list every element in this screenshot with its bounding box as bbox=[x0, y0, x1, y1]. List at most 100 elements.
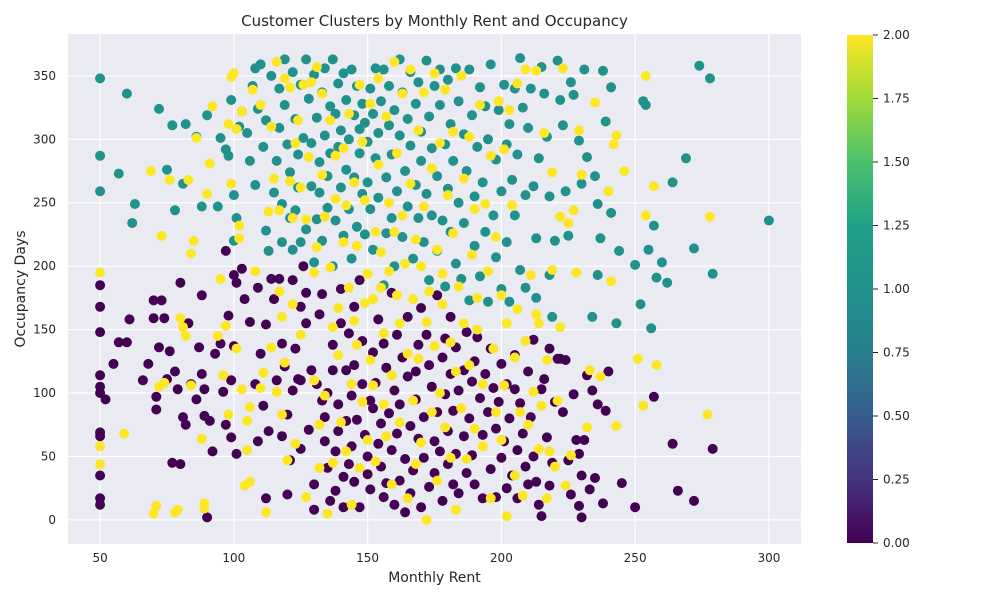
data-point bbox=[448, 405, 459, 416]
data-point bbox=[413, 213, 424, 223]
data-point bbox=[520, 282, 531, 293]
data-point bbox=[191, 133, 202, 143]
x-tick-label: 50 bbox=[92, 551, 107, 565]
data-point bbox=[440, 84, 451, 95]
data-point bbox=[413, 353, 424, 364]
data-point bbox=[95, 73, 106, 84]
data-point bbox=[705, 211, 715, 222]
data-point bbox=[475, 271, 485, 282]
data-point bbox=[303, 152, 314, 163]
data-point bbox=[418, 412, 429, 423]
data-point bbox=[215, 338, 226, 349]
data-point bbox=[330, 446, 341, 457]
data-point bbox=[448, 155, 459, 166]
data-point bbox=[327, 339, 338, 350]
data-point bbox=[338, 68, 349, 79]
data-point bbox=[598, 65, 608, 76]
data-point bbox=[381, 362, 392, 373]
data-point bbox=[384, 266, 394, 277]
data-point bbox=[204, 158, 215, 169]
data-point bbox=[507, 200, 518, 211]
data-point bbox=[293, 115, 304, 126]
data-point bbox=[354, 275, 365, 286]
data-point bbox=[501, 511, 512, 522]
data-point bbox=[370, 226, 381, 237]
data-point bbox=[461, 468, 472, 478]
data-point bbox=[448, 126, 459, 137]
data-point bbox=[306, 77, 317, 88]
data-point bbox=[274, 83, 285, 94]
data-point bbox=[424, 111, 435, 122]
data-point bbox=[261, 225, 271, 236]
data-point bbox=[266, 342, 277, 353]
data-point bbox=[394, 318, 405, 329]
data-point bbox=[397, 210, 408, 221]
data-point bbox=[611, 130, 622, 141]
data-point bbox=[429, 436, 440, 447]
data-point bbox=[477, 177, 488, 188]
data-point bbox=[218, 386, 229, 397]
data-point bbox=[319, 412, 330, 423]
data-point bbox=[523, 419, 534, 430]
data-point bbox=[421, 188, 432, 199]
data-point bbox=[346, 64, 357, 75]
data-point bbox=[255, 59, 266, 70]
data-point bbox=[458, 173, 469, 184]
data-point bbox=[196, 290, 207, 301]
data-point bbox=[148, 313, 159, 324]
data-point bbox=[525, 270, 536, 280]
data-point bbox=[472, 324, 483, 335]
data-point bbox=[277, 431, 287, 442]
data-point bbox=[188, 235, 199, 246]
data-point bbox=[504, 296, 515, 307]
data-point bbox=[421, 329, 432, 340]
colorbar-tick-label: 0.50 bbox=[883, 409, 910, 423]
data-point bbox=[228, 68, 239, 79]
data-point bbox=[255, 100, 266, 110]
x-tick-label: 250 bbox=[624, 551, 647, 565]
data-point bbox=[175, 313, 186, 324]
data-point bbox=[180, 419, 191, 430]
data-point bbox=[234, 220, 245, 231]
data-point bbox=[231, 343, 242, 354]
data-point bbox=[467, 376, 477, 387]
data-point bbox=[523, 479, 534, 490]
data-point bbox=[212, 330, 223, 341]
y-axis-ticks: 0 50 100 150 200 250 300 350 bbox=[33, 69, 56, 527]
data-point bbox=[263, 206, 274, 217]
data-point bbox=[576, 470, 587, 481]
data-point bbox=[252, 282, 263, 293]
data-point bbox=[504, 119, 515, 130]
data-point bbox=[536, 400, 547, 411]
data-point bbox=[405, 421, 416, 431]
data-point bbox=[555, 95, 566, 105]
data-point bbox=[386, 445, 397, 456]
data-point bbox=[552, 395, 563, 406]
data-point bbox=[261, 507, 271, 518]
data-point bbox=[402, 371, 413, 382]
data-point bbox=[95, 150, 106, 161]
data-point bbox=[279, 54, 290, 65]
data-point bbox=[261, 493, 271, 504]
data-point bbox=[317, 88, 328, 99]
data-point bbox=[445, 119, 456, 130]
data-point bbox=[362, 469, 373, 480]
data-point bbox=[263, 426, 274, 437]
data-point bbox=[362, 435, 373, 445]
y-tick-label: 0 bbox=[48, 513, 56, 527]
data-point bbox=[309, 504, 320, 515]
data-point bbox=[525, 412, 536, 423]
data-point bbox=[464, 64, 475, 75]
data-point bbox=[410, 98, 421, 109]
data-point bbox=[330, 193, 341, 204]
data-point bbox=[611, 421, 622, 431]
data-point bbox=[424, 360, 435, 371]
data-point bbox=[648, 181, 659, 192]
data-point bbox=[207, 101, 218, 112]
data-point bbox=[557, 407, 568, 418]
data-point bbox=[306, 138, 317, 149]
x-tick-label: 200 bbox=[490, 551, 513, 565]
data-point bbox=[121, 337, 132, 348]
data-point bbox=[638, 400, 649, 411]
data-point bbox=[378, 328, 389, 339]
